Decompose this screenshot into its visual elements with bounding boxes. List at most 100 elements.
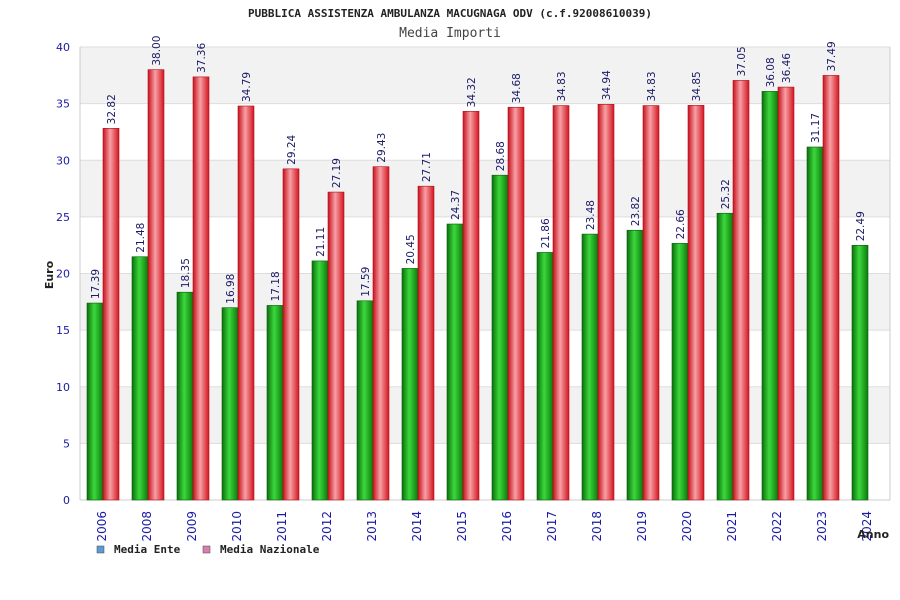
x-tick-label: 2009	[185, 511, 199, 542]
x-tick-label: 2014	[410, 511, 424, 542]
bar-media-ente	[176, 291, 194, 501]
bar-media-ente	[401, 268, 419, 501]
bar-media-ente	[626, 229, 644, 501]
data-label-media-ente: 17.39	[90, 269, 102, 299]
data-label-media-nazionale: 34.83	[556, 71, 568, 101]
bar-media-nazionale	[687, 105, 705, 501]
data-label-media-nazionale: 29.24	[286, 134, 298, 164]
x-tick-label: 2015	[455, 511, 469, 542]
data-label-media-nazionale: 37.05	[736, 46, 748, 76]
y-tick-label: 5	[63, 437, 70, 450]
data-label-media-ente: 21.11	[315, 227, 327, 257]
x-tick-label: 2012	[320, 511, 334, 542]
y-tick-label: 40	[56, 41, 70, 54]
y-axis-label: Euro	[43, 260, 56, 289]
data-label-media-nazionale: 37.49	[826, 41, 838, 71]
bar-media-ente	[806, 146, 824, 501]
data-label-media-nazionale: 27.19	[331, 158, 343, 188]
bar-media-ente	[356, 300, 374, 501]
bar-media-ente	[131, 256, 149, 501]
x-tick-label: 2011	[275, 511, 289, 542]
legend-swatch-media-ente	[96, 545, 105, 554]
data-label-media-nazionale: 27.71	[421, 152, 433, 182]
bar-media-ente	[536, 252, 554, 501]
x-tick-label: 2023	[815, 511, 829, 542]
grid-band	[80, 273, 890, 331]
data-label-media-ente: 36.08	[765, 57, 777, 87]
data-label-media-ente: 17.18	[270, 271, 282, 301]
y-tick-label: 35	[56, 98, 70, 111]
bar-media-ente	[266, 305, 284, 501]
bar-media-nazionale	[642, 105, 660, 501]
data-label-media-nazionale: 37.36	[196, 43, 208, 73]
x-tick-label: 2017	[545, 511, 559, 542]
bar-media-nazionale	[507, 106, 525, 501]
x-tick-label: 2024	[860, 511, 874, 542]
bar-media-nazionale	[327, 191, 345, 501]
data-label-media-ente: 22.66	[675, 209, 687, 239]
bars	[86, 69, 869, 501]
data-label-media-ente: 21.48	[135, 223, 147, 253]
x-axis: 2006 2008 2009 2010 2011 2012 2013 2014 2015 2016…	[95, 511, 874, 542]
data-label-media-nazionale: 36.46	[781, 53, 793, 83]
x-tick-label: 2010	[230, 511, 244, 542]
bar-media-ente	[221, 307, 239, 501]
chart-title: PUBBLICA ASSISTENZA AMBULANZA MACUGNAGA …	[248, 7, 652, 20]
x-axis-label: Anno	[857, 528, 889, 541]
data-label-media-ente: 16.98	[225, 274, 237, 304]
data-label-media-nazionale: 34.94	[601, 70, 613, 100]
x-tick-label: 2019	[635, 511, 649, 542]
bar-media-ente	[491, 174, 509, 501]
bar-media-nazionale	[237, 105, 255, 501]
y-tick-label: 25	[56, 211, 70, 224]
data-label-media-nazionale: 38.00	[151, 36, 163, 66]
data-label-media-nazionale: 29.43	[376, 133, 388, 163]
data-label-media-ente: 28.68	[495, 141, 507, 171]
data-label-media-ente: 25.32	[720, 179, 732, 209]
x-tick-label: 2022	[770, 511, 784, 542]
legend: Media Ente Media Nazionale	[96, 543, 320, 556]
bar-media-nazionale	[417, 185, 435, 501]
data-label-media-nazionale: 34.32	[466, 77, 478, 107]
y-tick-label: 20	[56, 268, 70, 281]
data-label-media-ente: 20.45	[405, 234, 417, 264]
data-label-media-nazionale: 32.82	[106, 94, 118, 124]
bar-media-ente	[671, 243, 689, 501]
bar-media-ente	[851, 245, 869, 501]
x-tick-label: 2021	[725, 511, 739, 542]
y-tick-label: 30	[56, 154, 70, 167]
x-tick-label: 2006	[95, 511, 109, 542]
x-tick-label: 2013	[365, 511, 379, 542]
data-label-media-ente: 24.37	[450, 190, 462, 220]
bar-media-ente	[86, 302, 104, 501]
bar-media-ente	[761, 91, 779, 501]
y-tick-label: 10	[56, 381, 70, 394]
bar-media-nazionale	[372, 166, 390, 501]
legend-label-media-ente: Media Ente	[114, 543, 181, 556]
data-label-media-nazionale: 34.83	[646, 71, 658, 101]
data-label-media-ente: 23.82	[630, 196, 642, 226]
bar-media-nazionale	[102, 128, 120, 501]
grid-band	[80, 47, 890, 104]
x-tick-label: 2020	[680, 511, 694, 542]
data-label-media-ente: 22.49	[855, 211, 867, 241]
bar-media-nazionale	[147, 69, 165, 501]
bar-media-nazionale	[732, 80, 750, 501]
bar-media-nazionale	[597, 104, 615, 501]
data-label-media-ente: 21.86	[540, 218, 552, 248]
data-label-media-ente: 18.35	[180, 258, 192, 288]
bar-media-nazionale	[777, 86, 795, 501]
grid-band	[80, 386, 890, 444]
data-label-media-ente: 23.48	[585, 200, 597, 230]
data-labels: 17.39 32.82 21.48 38.00 18.35 37.36 16.98 34.79…	[90, 36, 867, 304]
chart-subtitle: Media Importi	[399, 26, 501, 41]
bar-media-ente	[716, 212, 734, 501]
data-label-media-ente: 17.59	[360, 267, 372, 297]
y-tick-label: 15	[56, 324, 70, 337]
bar-media-ente	[446, 223, 464, 501]
data-label-media-ente: 31.17	[810, 113, 822, 143]
x-tick-label: 2018	[590, 511, 604, 542]
bar-media-ente	[581, 233, 599, 501]
grid-band	[80, 160, 890, 217]
